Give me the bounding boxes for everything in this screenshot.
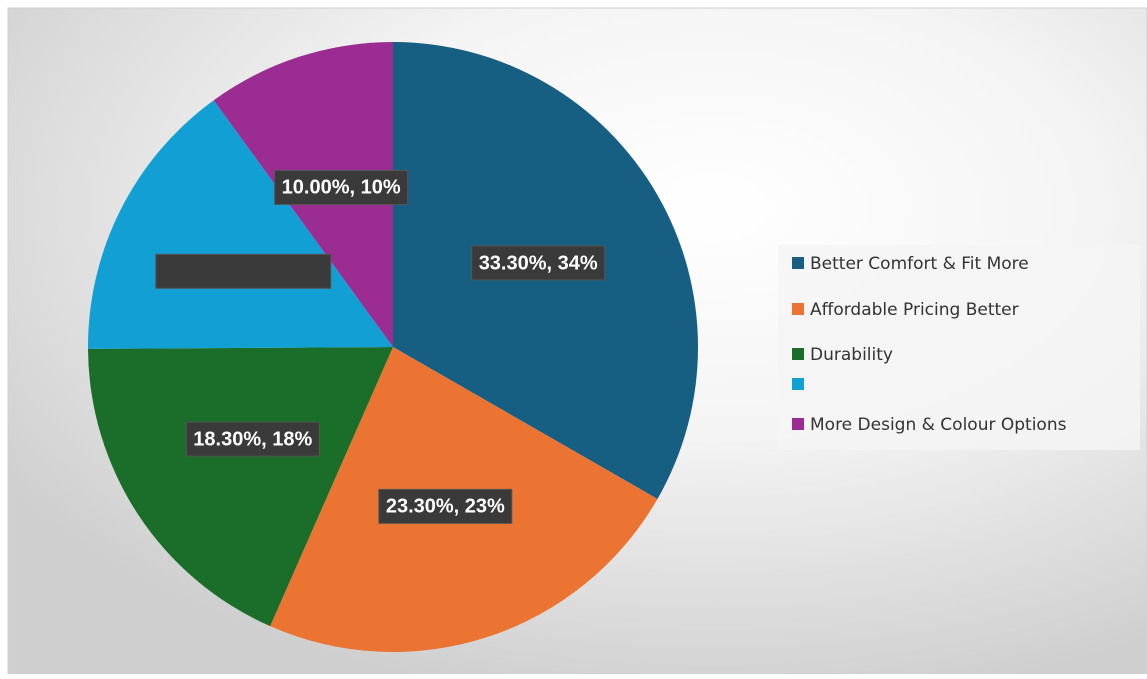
legend-label: Better Comfort & Fit More — [810, 254, 1029, 274]
data-label: 10.00%, 10% — [274, 169, 409, 205]
data-label-box — [155, 253, 332, 289]
legend-label: Durability — [810, 345, 893, 365]
legend-swatch — [792, 303, 804, 315]
data-label-text: 33.30%, 34% — [479, 252, 598, 274]
data-label-box — [185, 421, 320, 457]
pie-slice — [88, 347, 394, 627]
data-label-box — [378, 488, 513, 524]
legend-label: Affordable Pricing Better — [810, 300, 1019, 320]
legend-swatch — [792, 257, 804, 269]
legend: Better Comfort & Fit More Affordable Pric… — [792, 254, 1067, 435]
data-label-box — [274, 169, 409, 205]
data-label-box — [471, 245, 606, 281]
data-label-text: 10.00%, 10% — [282, 177, 401, 199]
data-label: 33.30%, 34% — [471, 245, 606, 281]
pie — [88, 42, 698, 653]
data-label — [155, 253, 332, 289]
data-label: 18.30%, 18% — [185, 421, 320, 457]
data-label: 23.30%, 23% — [378, 488, 513, 524]
data-label-text: 23.30%, 23% — [386, 496, 505, 518]
legend-swatch — [792, 418, 804, 430]
legend-swatch — [792, 348, 804, 360]
data-label-text: 18.30%, 18% — [193, 428, 312, 450]
legend-box — [778, 245, 1140, 450]
data-labels: 33.30%, 34% 23.30%, 23% 18.30%, 18% 10.00%,… — [155, 169, 606, 524]
legend-swatch — [792, 378, 804, 390]
legend-label: More Design & Colour Options — [810, 415, 1067, 435]
